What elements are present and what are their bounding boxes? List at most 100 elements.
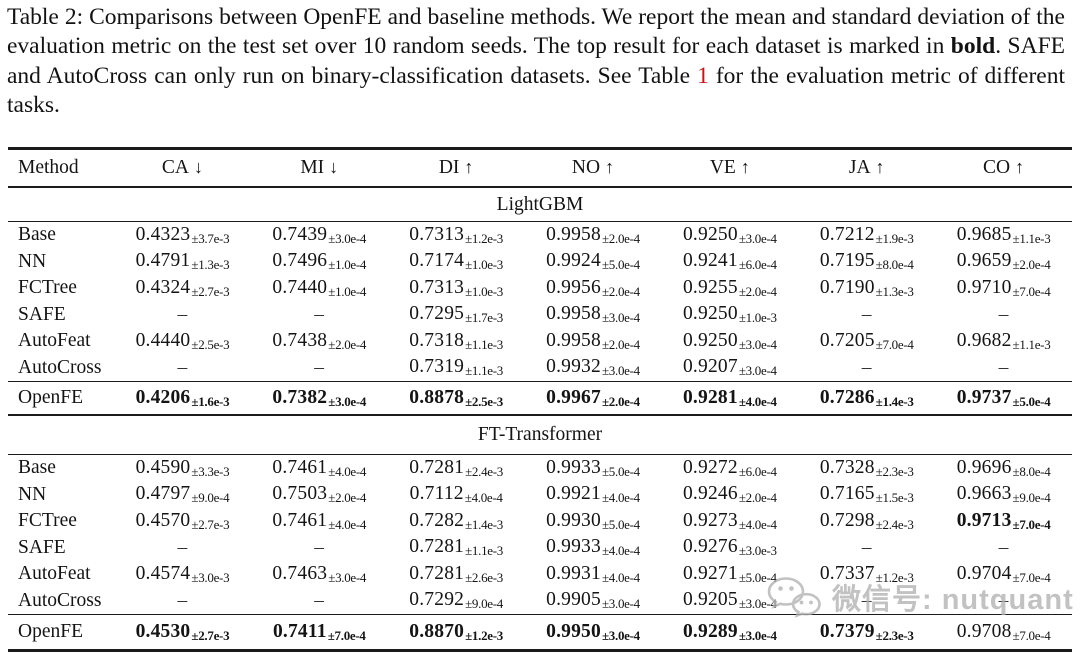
metric-cell: 0.4570±2.7e-3 [114,510,251,533]
metric-value: 0.7318 [409,329,465,351]
metric-value: 0.9967 [546,386,601,408]
metric-stddev: ±4.0e-4 [464,490,503,506]
table-row: Base 0.4590±3.3e-3 0.7461±4.0e-4 0.7281±2.4… [8,455,1072,482]
metric-value: – [998,589,1009,611]
metric-cell: 0.9250±1.0e-3 [661,303,798,326]
metric-cell: – [935,590,1072,612]
metric-cell: 0.7313±1.2e-3 [388,224,525,247]
metric-value: 0.9289 [682,620,738,642]
table-row: Base 0.4323±3.7e-3 0.7439±3.0e-4 0.7313±1.2… [8,222,1072,249]
metric-value: 0.9250 [682,329,738,351]
metric-stddev: ±5.0e-4 [1012,393,1051,409]
metric-value: 0.7379 [819,620,875,642]
metric-value: 0.9933 [546,456,601,478]
metric-cell: 0.7337±1.2e-3 [798,563,935,586]
metric-cell: 0.7463±3.0e-4 [251,563,388,586]
method-cell: Base [18,457,56,479]
metric-cell: 0.9737±5.0e-4 [935,387,1072,410]
metric-stddev: ±3.0e-4 [328,569,367,585]
metric-value: 0.4791 [135,250,191,272]
table-header-row: Method CA ↓ MI ↓ DI ↑ NO ↑ VE ↑ JA ↑ CO ↑ [8,150,1072,188]
table-row: AutoCross – –0.7319±1.1e-3 0.9932±3.0e-4 0.9… [8,355,1072,382]
table-1-reference-link[interactable]: 1 [697,62,709,89]
metric-cell: 0.9663±9.0e-4 [935,483,1072,506]
column-header-no: NO ↑ [525,157,662,179]
metric-cell: 0.9682±1.1e-3 [935,330,1072,353]
metric-value: 0.4324 [135,276,191,298]
metric-cell: 0.7295±1.7e-3 [388,303,525,326]
metric-value: – [177,356,188,378]
metric-value: 0.7496 [272,250,328,272]
metric-value: 0.7281 [409,456,465,478]
metric-stddev: ±2.0e-4 [1012,257,1051,273]
metric-value: 0.7461 [272,509,328,531]
metric-stddev: ±2.7e-3 [191,516,230,532]
metric-cell: 0.4323±3.7e-3 [114,224,251,247]
metric-stddev: ±7.0e-4 [327,627,366,643]
metric-stddev: ±3.0e-4 [738,363,777,379]
metric-value: 0.4570 [135,509,191,531]
metric-value: 0.7174 [409,250,465,272]
metric-value: 0.9682 [956,329,1012,351]
metric-cell: 0.9924±5.0e-4 [525,250,662,273]
metric-value: 0.9956 [546,276,601,298]
table-row: FCTree 0.4570±2.7e-3 0.7461±4.0e-4 0.7282±1… [8,508,1072,535]
metric-value: 0.9924 [546,250,601,272]
metric-cell: 0.7440±1.0e-4 [251,277,388,300]
metric-stddev: ±7.0e-4 [1012,516,1051,532]
metric-stddev: ±1.1e-3 [1012,336,1051,352]
column-header-label: CA [161,157,189,178]
metric-stddev: ±5.0e-4 [601,257,640,273]
metric-stddev: ±1.4e-3 [875,393,914,409]
metric-value: 0.4440 [135,329,191,351]
metric-stddev: ±2.5e-3 [191,336,230,352]
metric-cell: – [251,590,388,612]
openfe-row: OpenFE 0.4530±2.7e-3 0.7411±7.0e-4 0.8870±1… [8,614,1072,649]
metric-stddev: ±3.0e-4 [328,393,367,409]
metric-value: – [177,303,188,325]
metric-stddev: ±4.0e-4 [738,393,777,409]
metric-cell: 0.7286±1.4e-3 [798,387,935,410]
metric-stddev: ±9.0e-4 [191,490,230,506]
metric-stddev: ±3.0e-4 [738,627,777,643]
metric-cell: 0.9255±2.0e-4 [661,277,798,300]
metric-cell: – [114,537,251,559]
metric-value: 0.9958 [546,303,601,325]
metric-cell: 0.7212±1.9e-3 [798,224,935,247]
caption-text: . SAFE and AutoCross can only run on bin… [7,33,1065,89]
method-cell: Base [18,224,56,246]
metric-cell: 0.9956±2.0e-4 [525,277,662,300]
metric-value: 0.7328 [819,456,875,478]
metric-cell: 0.7313±1.0e-3 [388,277,525,300]
metric-value: – [314,356,325,378]
metric-value: 0.7438 [272,329,328,351]
column-header-ca: CA ↓ [114,157,251,179]
column-header-mi: MI ↓ [251,157,388,179]
metric-cell: 0.9289±3.0e-4 [661,621,798,644]
metric-cell: 0.9967±2.0e-4 [525,387,662,410]
metric-value: – [314,536,325,558]
metric-stddev: ±3.0e-4 [601,627,640,643]
metric-stddev: ±3.0e-3 [191,569,230,585]
metric-stddev: ±3.3e-3 [191,463,230,479]
metric-stddev: ±2.0e-4 [601,283,640,299]
metric-cell: 0.9958±2.0e-4 [525,330,662,353]
metric-value: 0.4574 [135,562,191,584]
table-row: SAFE – –0.7295±1.7e-3 0.9958±3.0e-4 0.9250±1… [8,302,1072,329]
metric-stddev: ±2.6e-3 [465,569,503,585]
metric-stddev: ±2.0e-4 [601,393,640,409]
method-cell: AutoFeat [18,563,91,585]
metric-value: 0.7313 [409,223,465,245]
up-arrow-icon: ↑ [464,157,474,177]
metric-value: 0.7295 [409,303,465,325]
metric-cell: 0.7461±4.0e-4 [251,510,388,533]
metric-stddev: ±2.3e-3 [875,463,914,479]
metric-value: 0.7439 [272,223,328,245]
metric-stddev: ±3.0e-4 [601,310,640,326]
table-row: AutoFeat 0.4440±2.5e-3 0.7438±2.0e-4 0.7318… [8,328,1072,355]
metric-cell: 0.7461±4.0e-4 [251,457,388,480]
metric-stddev: ±3.0e-4 [601,596,640,612]
metric-value: 0.9921 [546,483,601,505]
metric-stddev: ±1.3e-3 [875,283,914,299]
metric-value: 0.9663 [956,483,1012,505]
